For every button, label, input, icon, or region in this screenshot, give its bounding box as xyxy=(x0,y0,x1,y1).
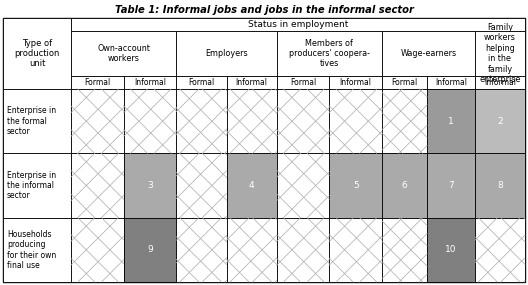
Bar xyxy=(176,153,227,218)
Bar xyxy=(277,89,329,153)
Bar xyxy=(475,153,525,218)
Bar xyxy=(124,89,176,153)
Bar xyxy=(277,153,329,218)
Text: Informal: Informal xyxy=(484,78,516,87)
Bar xyxy=(382,31,475,76)
Bar xyxy=(124,153,176,218)
Bar xyxy=(71,153,124,218)
Text: Status in employment: Status in employment xyxy=(248,20,348,29)
Text: Informal: Informal xyxy=(340,78,372,87)
Bar xyxy=(71,76,124,89)
Text: Households
producing
for their own
final use: Households producing for their own final… xyxy=(7,230,56,270)
Text: 3: 3 xyxy=(147,181,153,190)
Text: 2: 2 xyxy=(497,117,503,126)
Bar xyxy=(124,218,176,282)
Text: Members of
producers' coopera-
tives: Members of producers' coopera- tives xyxy=(289,38,370,68)
Bar xyxy=(71,218,124,282)
Bar xyxy=(176,218,227,282)
Text: Employers: Employers xyxy=(205,49,248,58)
Bar xyxy=(71,18,525,31)
Bar xyxy=(176,76,227,89)
Text: 6: 6 xyxy=(402,181,408,190)
Text: Family
workers
helping
in the
family
enterprise: Family workers helping in the family ent… xyxy=(479,23,521,84)
Bar xyxy=(382,89,427,153)
Bar xyxy=(277,31,382,76)
Bar xyxy=(277,76,329,89)
Bar xyxy=(71,31,176,76)
Text: 9: 9 xyxy=(147,245,153,254)
Text: Formal: Formal xyxy=(188,78,214,87)
Bar xyxy=(427,76,475,89)
Text: 4: 4 xyxy=(249,181,254,190)
Text: Formal: Formal xyxy=(84,78,110,87)
Bar xyxy=(329,89,382,153)
Bar xyxy=(329,218,382,282)
Text: Informal: Informal xyxy=(435,78,467,87)
Bar xyxy=(475,31,525,76)
Bar xyxy=(3,89,71,153)
Bar xyxy=(382,218,427,282)
Text: 5: 5 xyxy=(353,181,359,190)
Bar xyxy=(277,218,329,282)
Bar xyxy=(3,153,71,218)
Bar xyxy=(227,218,277,282)
Text: Enterprise in
the informal
sector: Enterprise in the informal sector xyxy=(7,171,56,200)
Bar xyxy=(329,153,382,218)
Text: Formal: Formal xyxy=(290,78,316,87)
Bar xyxy=(427,218,475,282)
Text: Type of
production
unit: Type of production unit xyxy=(14,38,60,68)
Bar xyxy=(227,76,277,89)
Bar xyxy=(475,89,525,153)
Bar xyxy=(227,153,277,218)
Text: Own-account
workers: Own-account workers xyxy=(97,44,150,63)
Text: 7: 7 xyxy=(448,181,454,190)
Bar xyxy=(3,218,71,282)
Text: Enterprise in
the formal
sector: Enterprise in the formal sector xyxy=(7,106,56,136)
Text: Table 1: Informal jobs and jobs in the informal sector: Table 1: Informal jobs and jobs in the i… xyxy=(115,5,413,15)
Text: 1: 1 xyxy=(448,117,454,126)
Bar xyxy=(382,76,427,89)
Bar xyxy=(176,89,227,153)
Text: Informal: Informal xyxy=(134,78,166,87)
Bar xyxy=(427,153,475,218)
Bar xyxy=(176,31,277,76)
Text: 8: 8 xyxy=(497,181,503,190)
Bar xyxy=(427,89,475,153)
Text: 10: 10 xyxy=(445,245,457,254)
Bar xyxy=(475,218,525,282)
Bar xyxy=(329,76,382,89)
Text: Formal: Formal xyxy=(391,78,418,87)
Bar xyxy=(3,18,71,89)
Text: Wage-earners: Wage-earners xyxy=(400,49,457,58)
Bar xyxy=(71,89,124,153)
Text: Informal: Informal xyxy=(235,78,268,87)
Bar xyxy=(382,153,427,218)
Bar xyxy=(475,76,525,89)
Bar xyxy=(227,89,277,153)
Bar xyxy=(124,76,176,89)
